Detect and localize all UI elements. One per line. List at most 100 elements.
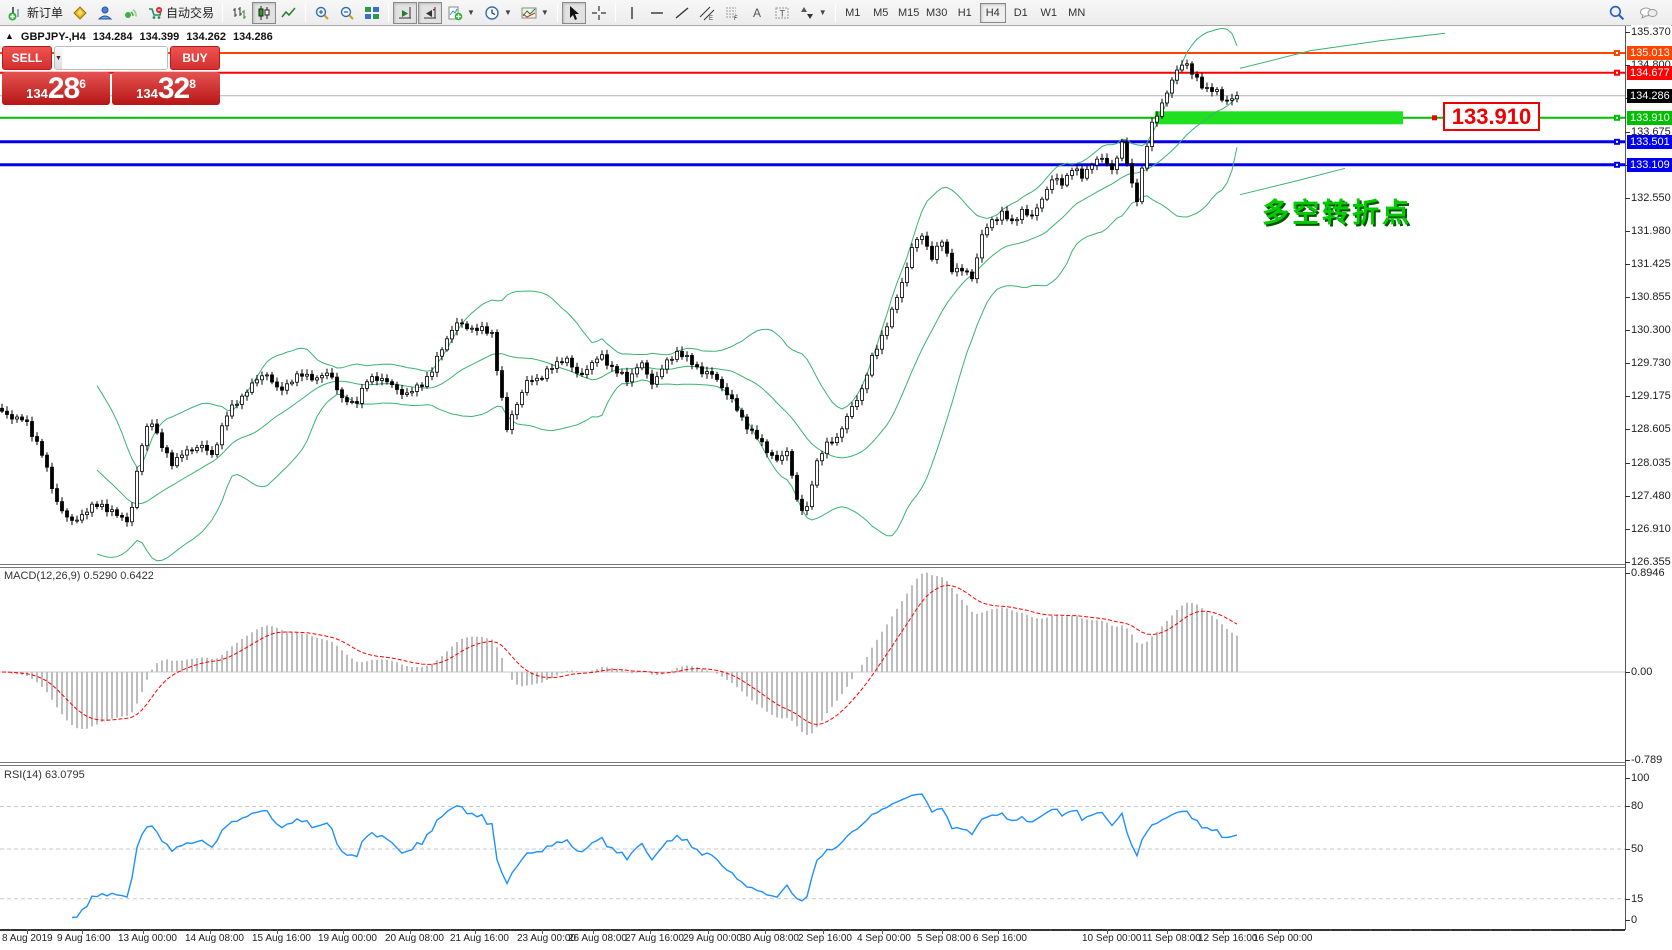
- horizontal-line-button[interactable]: [645, 2, 669, 24]
- zoom-out-button[interactable]: [335, 2, 359, 24]
- profile-button[interactable]: [93, 2, 117, 24]
- timeframe-button-w1[interactable]: W1: [1036, 3, 1062, 23]
- minor-time-tick: [1570, 929, 1571, 931]
- axis-tick: [1625, 297, 1630, 298]
- cursor-button[interactable]: [561, 1, 586, 24]
- timeframe-button-h1[interactable]: H1: [952, 3, 978, 23]
- axis-tick: [1625, 899, 1630, 900]
- indicators-button[interactable]: ▼: [443, 2, 479, 24]
- time-tick-label: 19 Aug 00:00: [318, 933, 377, 944]
- minor-time-tick: [130, 929, 131, 931]
- periods-button[interactable]: ▼: [480, 2, 516, 24]
- time-tick-label: 10 Sep 00:00: [1082, 933, 1142, 944]
- channel-button[interactable]: E: [695, 2, 719, 24]
- timeframe-button-m5[interactable]: M5: [868, 3, 894, 23]
- arrows-button[interactable]: ▼: [795, 2, 831, 24]
- auto-trading-button[interactable]: 自动交易: [143, 2, 218, 24]
- price-tick-label: 128.605: [1631, 422, 1671, 436]
- chat-button[interactable]: [1635, 2, 1662, 24]
- toolbar-separator: [388, 3, 390, 22]
- dropdown-caret-icon: ▼: [818, 8, 827, 17]
- minor-time-tick: [1250, 929, 1251, 931]
- price-chart[interactable]: [0, 26, 1625, 566]
- time-tick-label: 13 Aug 00:00: [118, 933, 177, 944]
- equidistant-channel-icon: E: [699, 6, 715, 21]
- search-button[interactable]: [1604, 2, 1629, 24]
- minor-time-tick: [70, 929, 71, 931]
- minor-time-tick: [250, 929, 251, 931]
- buy-price[interactable]: 134 32 8: [112, 72, 220, 105]
- timeframe-button-m1[interactable]: M1: [840, 3, 866, 23]
- minor-time-tick: [830, 929, 831, 931]
- minor-time-tick: [1590, 929, 1591, 931]
- minor-time-tick: [1310, 929, 1311, 931]
- timeframe-button-h4[interactable]: H4: [979, 2, 1006, 23]
- text-a-icon: A: [753, 6, 761, 20]
- bar-chart-button[interactable]: [227, 2, 251, 24]
- timeframe-button-m15[interactable]: M15: [896, 3, 922, 23]
- time-tick: [27, 929, 28, 934]
- close-value: 134.286: [233, 31, 273, 43]
- dropdown-caret-icon: ▼: [467, 8, 475, 17]
- minor-time-tick: [490, 929, 491, 931]
- minor-time-tick: [810, 929, 811, 931]
- minor-time-tick: [10, 929, 11, 931]
- time-tick-label: 8 Aug 2019: [2, 933, 53, 944]
- axis-tick: [1625, 396, 1630, 397]
- sell-button[interactable]: SELL: [2, 46, 52, 70]
- sell-price[interactable]: 134 28 6: [2, 72, 110, 105]
- axis-tick: [1625, 849, 1630, 850]
- timeframe-button-m30[interactable]: M30: [924, 3, 950, 23]
- price-level-annotation[interactable]: 133.910: [1443, 102, 1540, 131]
- time-tick-label: 30 Aug 08:00: [740, 933, 799, 944]
- macd-panel[interactable]: [0, 568, 1625, 763]
- panel-divider[interactable]: [0, 762, 1625, 766]
- line-chart-button[interactable]: [277, 2, 301, 24]
- minor-time-tick: [1110, 929, 1111, 931]
- time-tick-label: 12 Sep 16:00: [1198, 933, 1258, 944]
- auto-scroll-button[interactable]: [393, 1, 418, 24]
- minor-time-tick: [1090, 929, 1091, 931]
- fibonacci-icon: F: [725, 7, 738, 21]
- minor-time-tick: [1270, 929, 1271, 931]
- rsi-tick-label: 80: [1631, 799, 1644, 813]
- fibonacci-button[interactable]: F: [720, 2, 744, 24]
- chart-shift-button[interactable]: [418, 1, 443, 24]
- volume-decrease-button[interactable]: ▼: [55, 47, 62, 69]
- new-order-button[interactable]: 新订单: [4, 2, 67, 24]
- timeframe-button-mn[interactable]: MN: [1064, 3, 1090, 23]
- vertical-line-button[interactable]: [620, 2, 644, 24]
- text-button[interactable]: A: [745, 2, 769, 24]
- minor-time-tick: [670, 929, 671, 931]
- label-button[interactable]: T: [770, 2, 794, 24]
- zoom-in-button[interactable]: [310, 2, 334, 24]
- volume-input[interactable]: [61, 47, 167, 69]
- rsi-panel[interactable]: [0, 766, 1625, 929]
- buy-button[interactable]: BUY: [170, 46, 220, 70]
- axis-tick: [1625, 132, 1630, 133]
- panel-divider[interactable]: [0, 564, 1625, 568]
- tile-windows-button[interactable]: [360, 2, 384, 24]
- minor-time-tick: [1330, 929, 1331, 931]
- price-tick-label: 129.175: [1631, 389, 1671, 403]
- timeframe-button-d1[interactable]: D1: [1008, 3, 1034, 23]
- buy-price-prefix: 134: [136, 86, 158, 101]
- gold-button[interactable]: [68, 2, 92, 24]
- time-tick-label: 27 Aug 16:00: [625, 933, 684, 944]
- crosshair-button[interactable]: [587, 2, 611, 24]
- svg-text:F: F: [734, 16, 738, 21]
- macd-header: MACD(12,26,9) 0.5290 0.6422: [4, 570, 154, 582]
- auto-scroll-icon: [399, 6, 412, 18]
- axis-tick: [1625, 463, 1630, 464]
- time-tick: [475, 929, 476, 934]
- minor-time-tick: [630, 929, 631, 931]
- high-value: 134.399: [139, 31, 180, 43]
- minor-time-tick: [1610, 929, 1611, 931]
- trendline-button[interactable]: [670, 2, 694, 24]
- minor-time-tick: [890, 929, 891, 931]
- collapse-arrow-icon[interactable]: ▲: [5, 31, 14, 41]
- templates-button[interactable]: ▼: [517, 2, 553, 24]
- signal-button[interactable]: [118, 2, 142, 24]
- candlestick-chart-button[interactable]: [252, 1, 277, 24]
- minor-time-tick: [150, 929, 151, 931]
